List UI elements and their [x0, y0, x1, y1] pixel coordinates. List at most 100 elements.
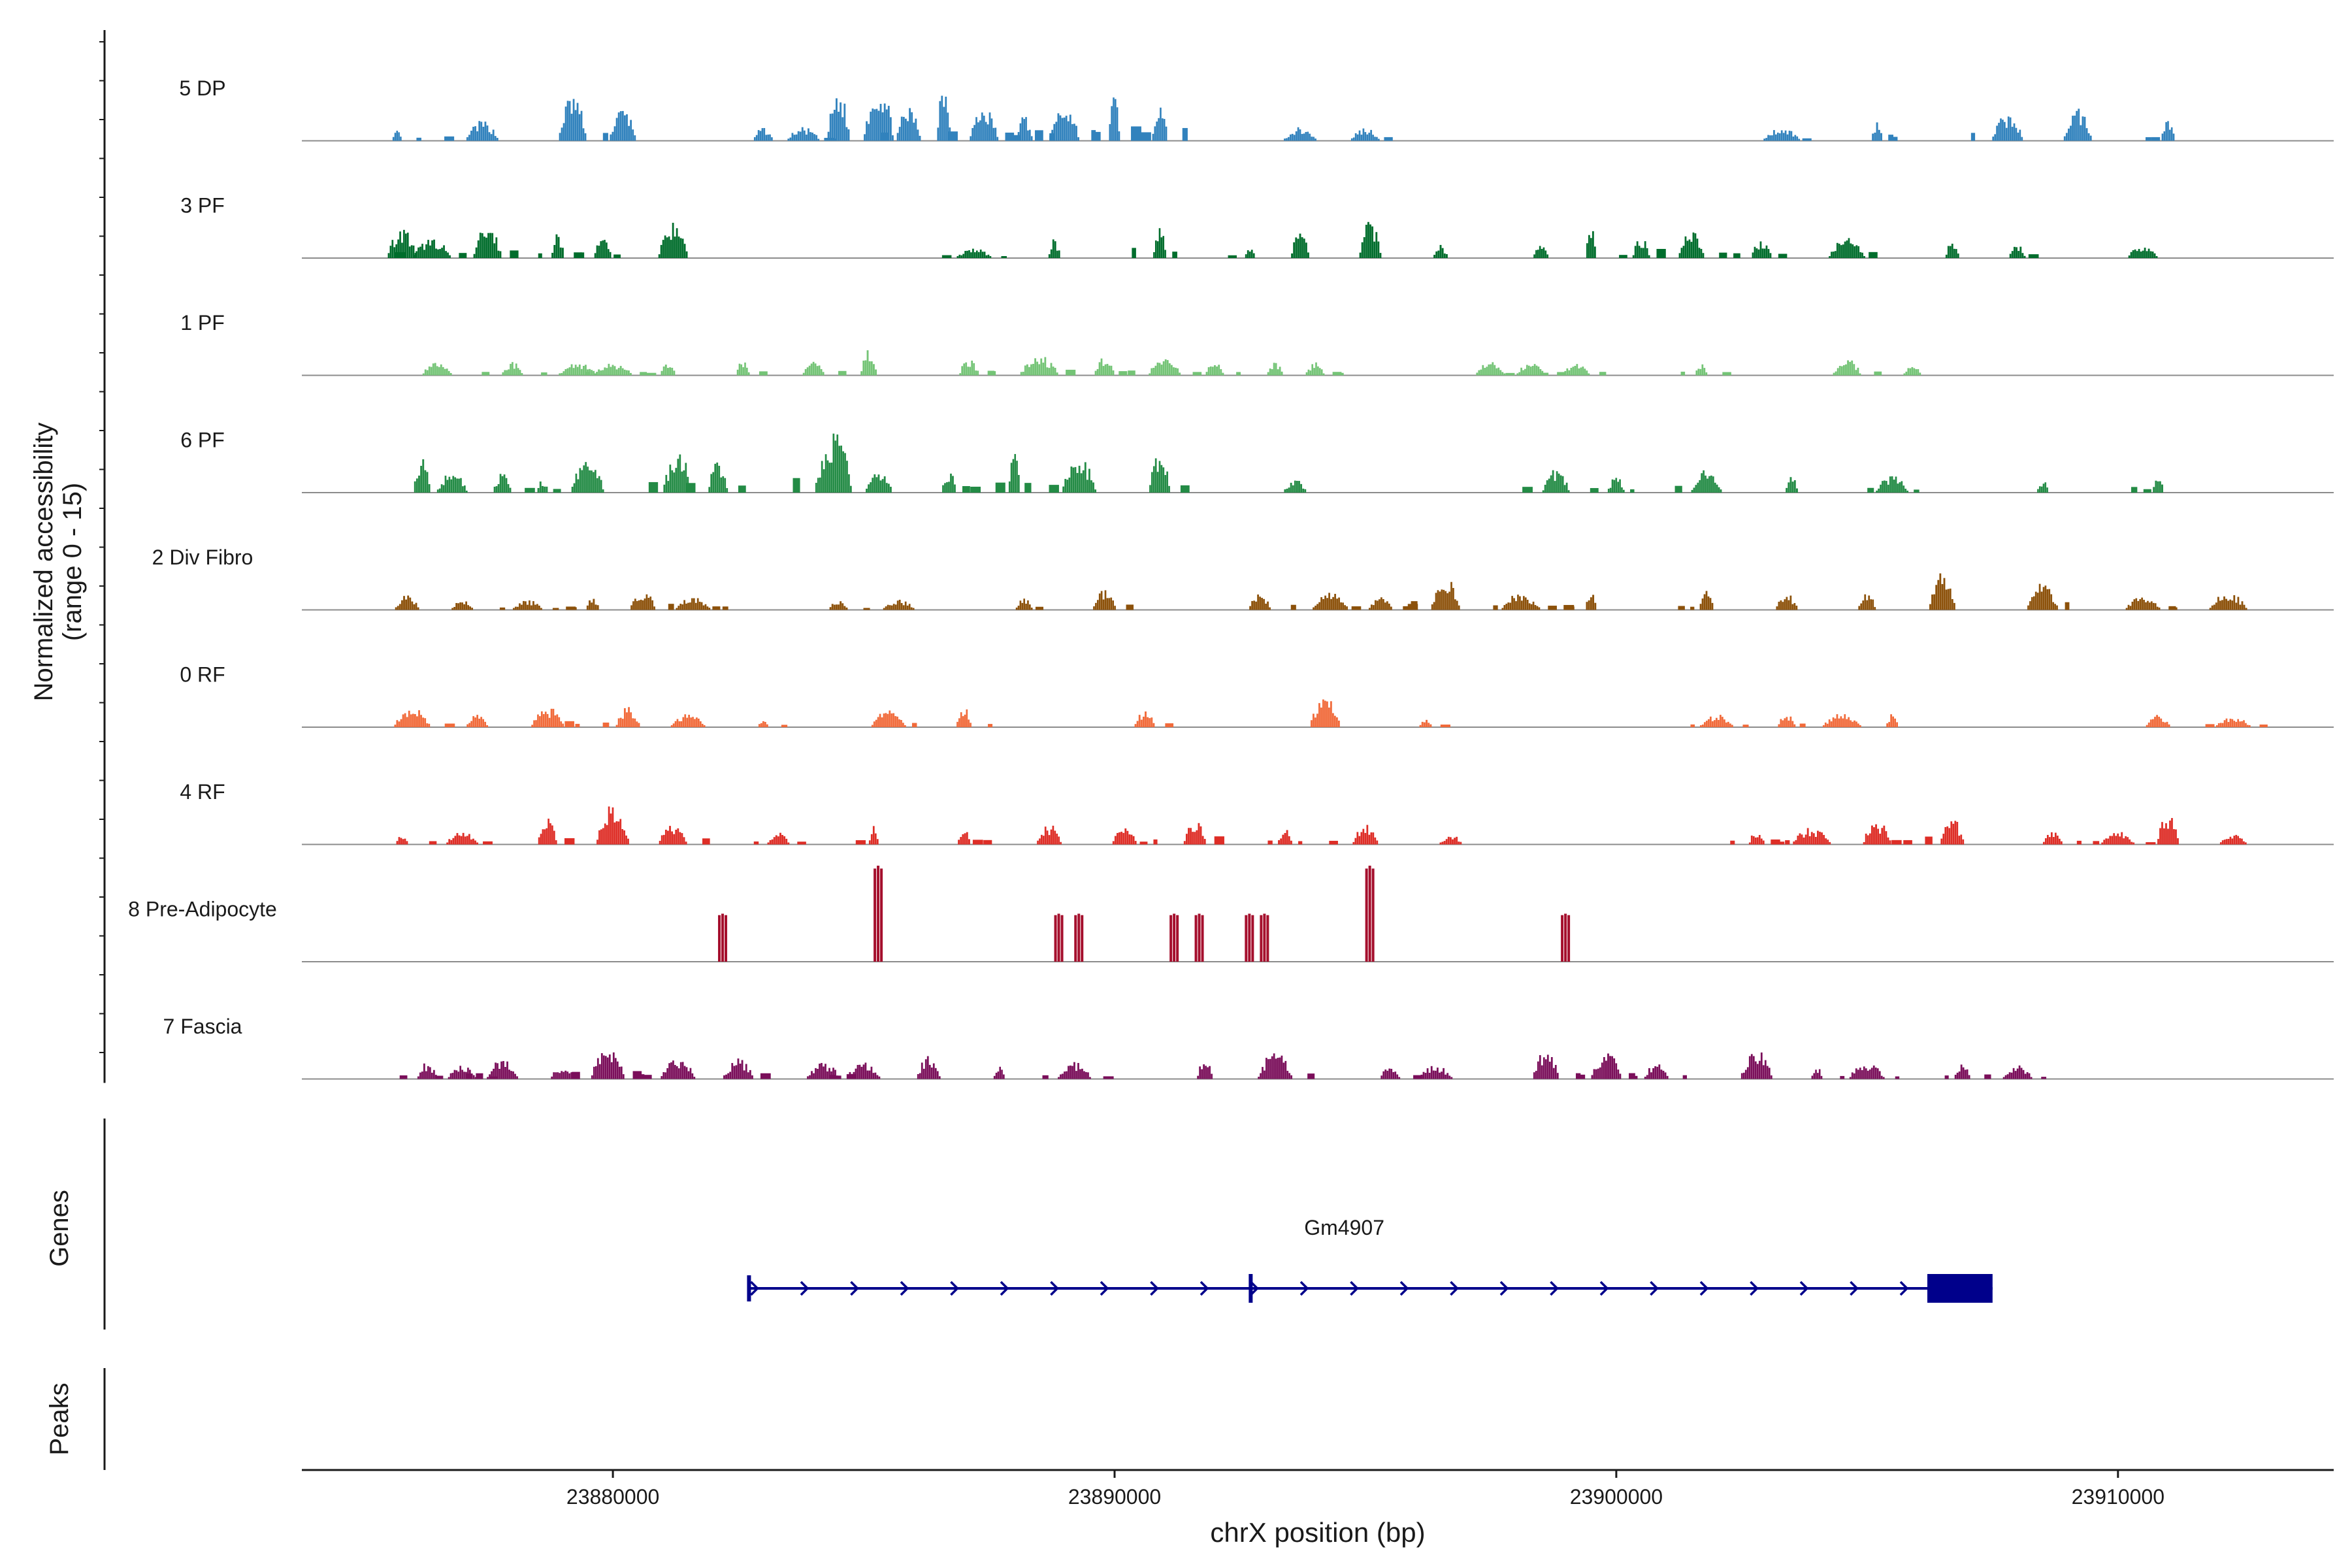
coverage-bar: [2015, 127, 2017, 141]
coverage-bar: [642, 600, 644, 610]
coverage-bar: [1748, 1056, 1751, 1079]
coverage-bar: [1815, 1070, 1817, 1079]
coverage-bar: [1494, 365, 1496, 376]
coverage-bar: [1522, 487, 1533, 493]
peak-group: [451, 601, 473, 610]
coverage-bar: [875, 477, 878, 493]
peak-group: [959, 360, 996, 376]
coverage-bar: [428, 366, 431, 376]
coverage-bar: [582, 366, 585, 376]
coverage-bar: [1027, 130, 1029, 141]
coverage-bar: [873, 721, 875, 727]
coverage-bar: [1250, 250, 1253, 258]
coverage-bar: [668, 604, 674, 610]
coverage-bar: [747, 372, 750, 376]
coverage-bar: [1060, 1074, 1062, 1079]
coverage-bar: [1048, 368, 1051, 376]
coverage-bar: [1662, 1070, 1665, 1079]
coverage-bar: [2231, 838, 2234, 845]
coverage-bar: [1050, 363, 1053, 376]
coverage-bar: [1630, 489, 1635, 493]
coverage-bar: [1338, 597, 1340, 610]
coverage-bar: [1083, 1071, 1085, 1079]
coverage-bar: [1275, 1058, 1277, 1079]
coverage-bar: [1554, 481, 1556, 493]
coverage-bar: [1546, 254, 1548, 258]
coverage-bar: [1611, 479, 1614, 493]
coverage-bar: [963, 363, 966, 376]
coverage-bar: [890, 713, 893, 727]
coverage-bar: [1379, 253, 1382, 258]
coverage-bar: [797, 841, 806, 845]
coverage-bar: [1617, 1070, 1620, 1079]
coverage-bar: [1329, 840, 1338, 845]
coverage-bar: [1695, 370, 1698, 376]
coverage-bar: [1050, 829, 1053, 845]
coverage-bar: [2078, 108, 2080, 141]
coverage-bar: [613, 366, 616, 376]
coverage-bar: [866, 121, 868, 141]
coverage-bar: [1068, 478, 1071, 493]
coverage-bar: [1769, 253, 1772, 258]
coverage-bar: [1156, 362, 1159, 376]
coverage-bar: [1644, 241, 1646, 258]
coverage-bar: [574, 365, 577, 376]
coverage-bar: [1428, 1073, 1431, 1079]
coverage-bar: [1943, 578, 1946, 610]
peak-group: [792, 433, 852, 493]
coverage-bar: [1798, 139, 1801, 141]
peak-group: [1539, 364, 1607, 376]
coverage-bar: [664, 829, 667, 845]
coverage-bar: [394, 725, 397, 727]
coverage-bar: [1716, 484, 1718, 493]
coverage-bar: [606, 825, 608, 845]
coverage-bar: [2139, 599, 2142, 610]
coverage-bar: [693, 1077, 696, 1079]
coverage-bar: [729, 1071, 732, 1079]
coverage-bar: [724, 478, 727, 493]
coverage-bar: [1925, 836, 1933, 845]
track-2-div-fibro: 2 Div Fibro: [152, 546, 2334, 611]
strand-arrow: [1299, 1281, 1309, 1296]
coverage-bar: [1168, 485, 1170, 493]
coverage-bar: [1077, 913, 1081, 962]
peak-group: [1419, 719, 1451, 727]
coverage-bar: [1281, 371, 1283, 376]
coverage-bar: [1388, 1068, 1391, 1079]
peak-group: [2093, 832, 2156, 845]
coverage-bar: [875, 108, 878, 141]
coverage-bar: [1288, 1073, 1291, 1079]
coverage-bar: [1771, 839, 1780, 845]
coverage-bar: [1094, 370, 1097, 376]
coverage-bar: [762, 721, 764, 727]
coverage-bar: [1740, 1073, 1743, 1079]
coverage-bar: [669, 826, 671, 845]
coverage-bar: [1054, 830, 1056, 845]
coverage-bar: [1211, 1073, 1213, 1079]
coverage-bar: [722, 606, 728, 610]
coverage-bar: [1279, 367, 1281, 376]
coverage-bar: [585, 462, 587, 493]
coverage-bar: [868, 123, 870, 141]
coverage-bar: [687, 602, 689, 610]
coverage-bar: [521, 373, 523, 376]
coverage-bar: [956, 256, 959, 258]
coverage-bar: [771, 137, 773, 141]
coverage-bar: [1090, 480, 1092, 493]
coverage-bar: [1275, 363, 1277, 376]
coverage-bar: [898, 719, 900, 727]
coverage-bar: [1707, 478, 1708, 493]
coverage-bar: [1825, 838, 1827, 845]
coverage-bar: [826, 1071, 828, 1079]
coverage-bar: [406, 717, 408, 727]
coverage-bar: [610, 367, 612, 376]
peak-group: [871, 710, 917, 727]
coverage-bar: [1458, 605, 1460, 610]
coverage-bar: [1492, 362, 1494, 376]
coverage-bar: [1769, 135, 1771, 141]
coverage-bar: [396, 841, 399, 845]
coverage-bar: [1252, 253, 1255, 258]
coverage-bar: [1112, 841, 1115, 845]
coverage-bar: [1758, 835, 1761, 845]
coverage-bar: [1286, 1071, 1289, 1079]
